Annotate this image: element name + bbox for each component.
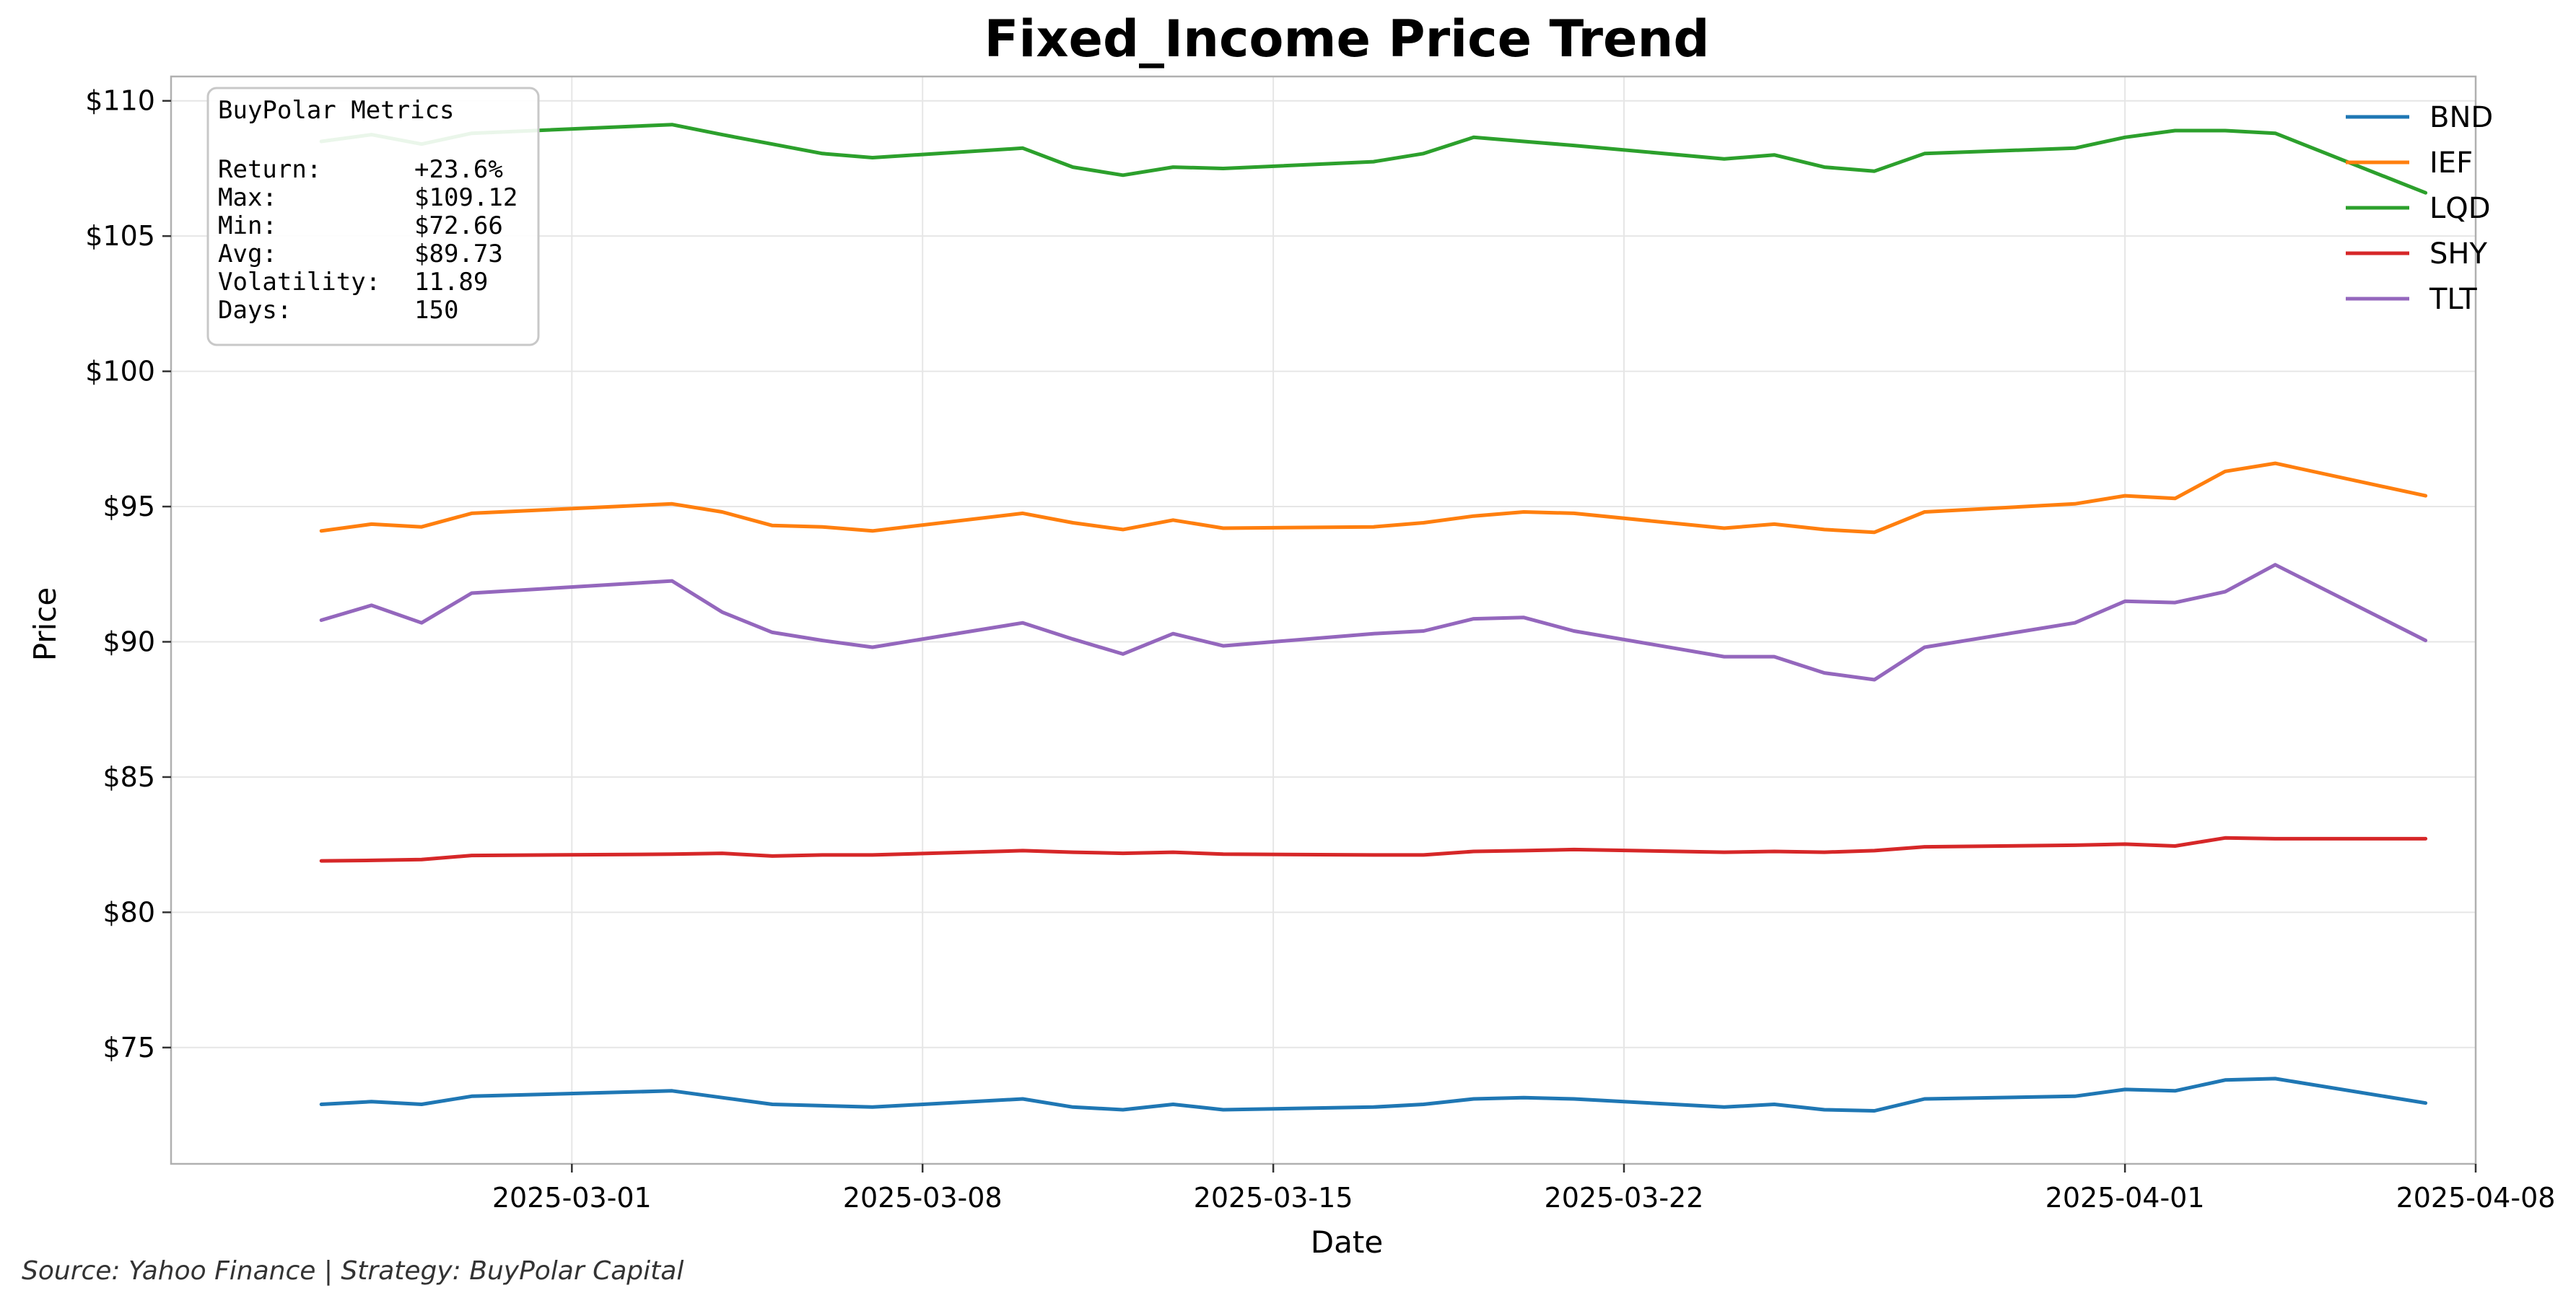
x-tick-label: 2025-04-08: [2396, 1182, 2556, 1214]
source-note: Source: Yahoo Finance | Strategy: BuyPol…: [22, 1256, 684, 1286]
y-axis-label: Price: [27, 587, 63, 661]
metric-label: Max:: [218, 183, 277, 212]
metric-value: $109.12: [414, 183, 518, 212]
legend-label-bnd: BND: [2429, 101, 2493, 134]
plot-area-frame: [170, 75, 2477, 1165]
y-tick-label: $75: [102, 1032, 155, 1064]
x-tick-label: 2025-03-15: [1194, 1182, 1353, 1214]
legend: BND IEF LQD SHY TLT: [2346, 101, 2493, 316]
x-tick-label: 2025-04-01: [2045, 1182, 2205, 1214]
x-axis: 2025-03-01 2025-03-08 2025-03-15 2025-03-22…: [492, 1164, 2556, 1214]
metric-label: Min:: [218, 211, 277, 240]
series-line-shy: [319, 836, 2428, 863]
metric-value: $72.66: [414, 211, 503, 240]
metric-label: Days:: [218, 296, 292, 325]
metric-value: 150: [414, 296, 458, 325]
y-tick-label: $80: [102, 896, 155, 928]
metric-value: +23.6%: [414, 155, 503, 184]
y-axis: $75 $80 $85 $90 $95 $100 $105 $110: [85, 85, 171, 1064]
metric-value: $89.73: [414, 240, 503, 268]
metrics-box-background: [206, 87, 540, 346]
series-line-bnd: [319, 1077, 2428, 1113]
legend-label-ief: IEF: [2429, 146, 2473, 180]
metrics-rows: Return: +23.6% Max: $109.12 Min: $72.66 Avg: $8…: [218, 155, 518, 325]
y-tick-label: $100: [85, 356, 155, 387]
metrics-box: BuyPolar Metrics Return: +23.6% Max: $109.1…: [206, 87, 540, 346]
x-tick-label: 2025-03-08: [843, 1182, 1003, 1214]
metric-label: Return:: [218, 155, 321, 184]
x-axis-label: Date: [1311, 1224, 1383, 1260]
series-line-tlt: [319, 563, 2428, 682]
metrics-title: BuyPolar Metrics: [218, 96, 455, 125]
x-tick-label: 2025-03-22: [1545, 1182, 1704, 1214]
legend-label-lqd: LQD: [2429, 192, 2491, 225]
metric-label: Avg:: [218, 240, 277, 268]
y-tick-label: $90: [102, 626, 155, 657]
metric-value: 11.89: [414, 268, 488, 297]
grid-lines: [171, 76, 2476, 1164]
series-line-ief: [319, 461, 2428, 535]
y-tick-label: $95: [102, 491, 155, 522]
series-line-lqd: [319, 123, 2428, 195]
x-tick-label: 2025-03-01: [492, 1182, 652, 1214]
y-tick-label: $85: [102, 761, 155, 793]
chart-title: Fixed_Income Price Trend: [984, 9, 1710, 69]
legend-label-shy: SHY: [2429, 237, 2487, 271]
metric-label: Volatility:: [218, 268, 380, 297]
series-lines: [319, 123, 2428, 1113]
y-tick-label: $110: [85, 85, 155, 117]
legend-label-tlt: TLT: [2429, 283, 2477, 316]
y-tick-label: $105: [85, 220, 155, 252]
